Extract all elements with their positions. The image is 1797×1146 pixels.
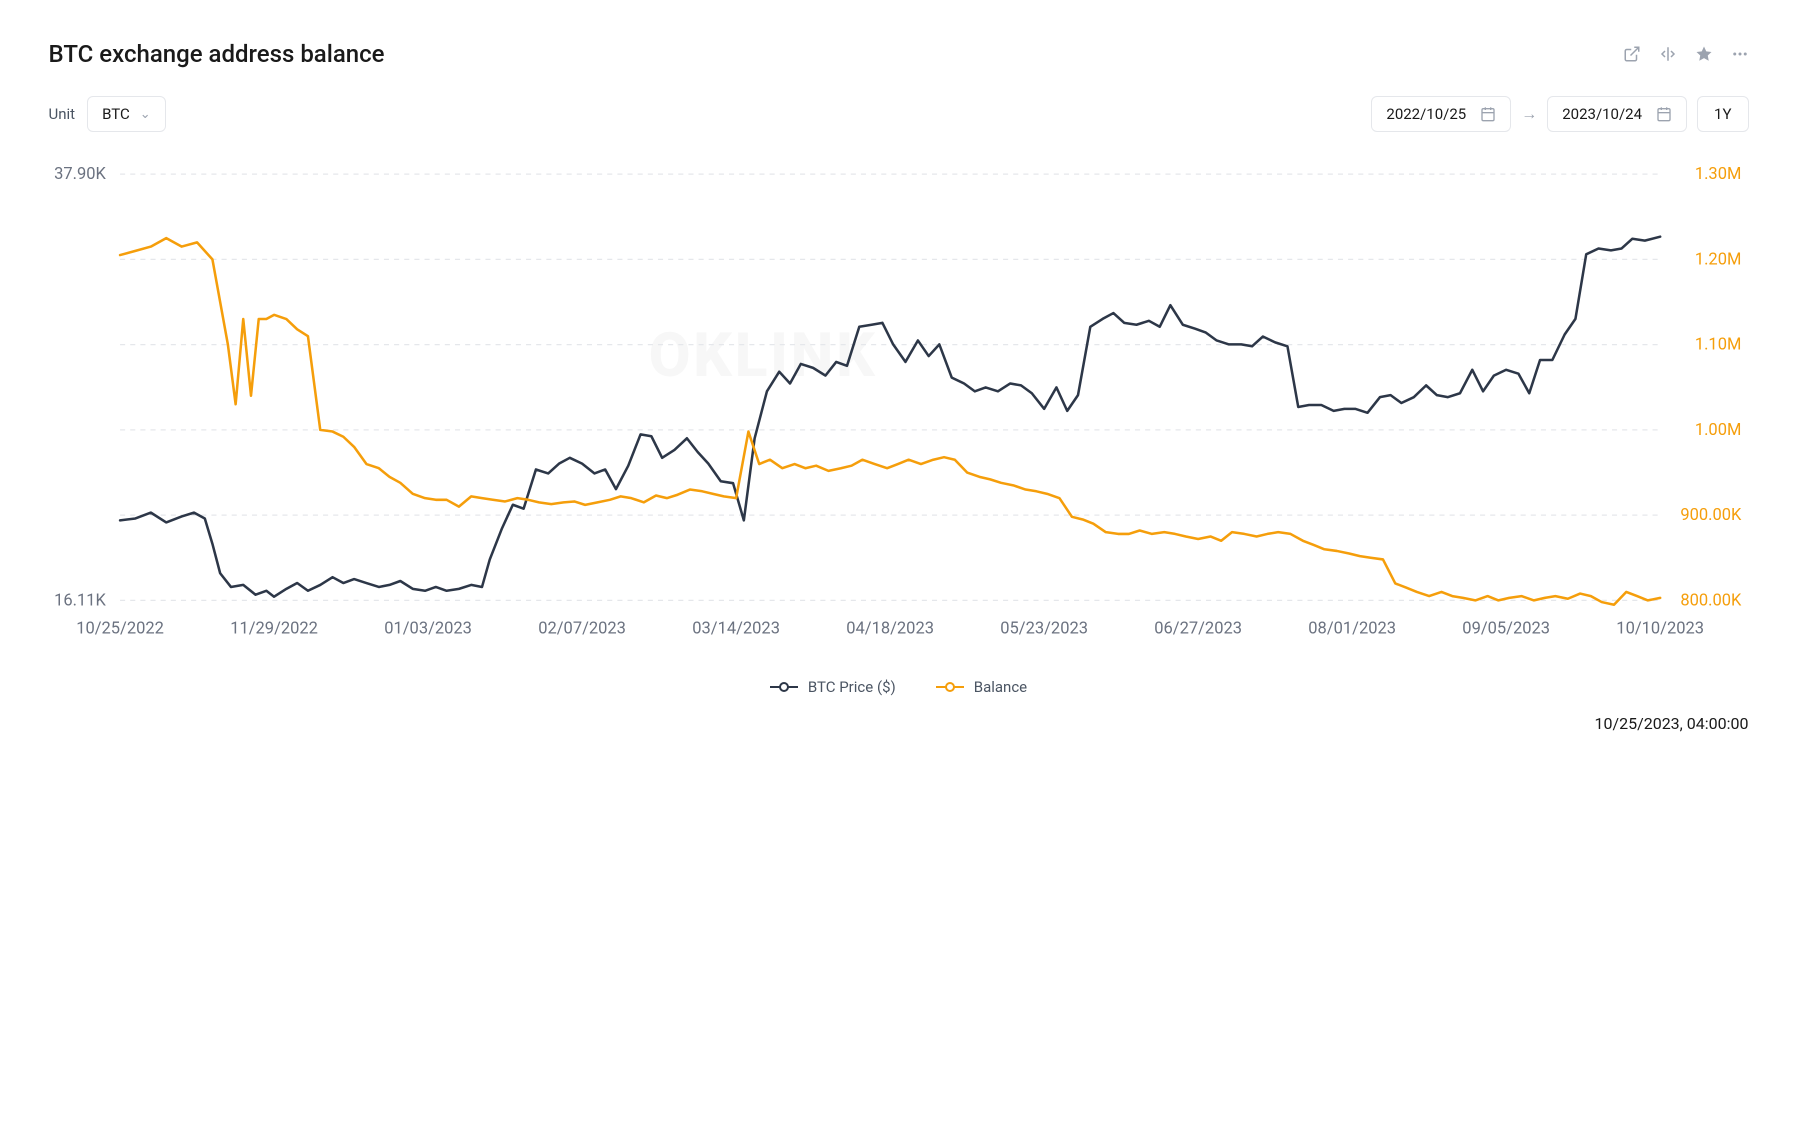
more-icon[interactable] — [1731, 45, 1749, 63]
svg-text:16.11K: 16.11K — [54, 591, 106, 610]
svg-text:06/27/2023: 06/27/2023 — [1154, 619, 1242, 638]
legend-label: BTC Price ($) — [808, 678, 896, 696]
unit-group: Unit BTC ⌄ — [49, 96, 166, 132]
svg-text:02/07/2023: 02/07/2023 — [538, 619, 626, 638]
svg-text:03/14/2023: 03/14/2023 — [692, 619, 780, 638]
legend-marker-icon — [770, 681, 798, 693]
svg-text:37.90K: 37.90K — [54, 165, 106, 184]
page-title: BTC exchange address balance — [49, 40, 385, 68]
svg-text:OKLINK: OKLINK — [648, 320, 877, 391]
legend-item-balance[interactable]: Balance — [936, 678, 1027, 696]
svg-text:1.00M: 1.00M — [1694, 421, 1741, 440]
date-from-value: 2022/10/25 — [1386, 105, 1466, 123]
svg-text:1.20M: 1.20M — [1694, 250, 1741, 269]
legend-item-price[interactable]: BTC Price ($) — [770, 678, 896, 696]
chart-container: OKLINK 1.30M 1.20M 1.10M 1.00M 900.00K 800.00K… — [49, 164, 1749, 646]
range-button[interactable]: 1Y — [1697, 96, 1748, 132]
svg-text:10/25/2022: 10/25/2022 — [76, 619, 164, 638]
unit-label: Unit — [49, 105, 76, 123]
svg-text:800.00K: 800.00K — [1680, 591, 1742, 610]
chart-svg[interactable]: OKLINK 1.30M 1.20M 1.10M 1.00M 900.00K 800.00K… — [49, 164, 1749, 646]
legend-marker-icon — [936, 681, 964, 693]
star-icon[interactable] — [1695, 45, 1713, 63]
timestamp: 10/25/2023, 04:00:00 — [49, 714, 1749, 733]
date-range-group: 2022/10/25 → 2023/10/24 1Y — [1371, 96, 1748, 132]
svg-text:09/05/2023: 09/05/2023 — [1462, 619, 1550, 638]
svg-text:04/18/2023: 04/18/2023 — [846, 619, 934, 638]
svg-text:05/23/2023: 05/23/2023 — [1000, 619, 1088, 638]
arrow-right-icon: → — [1521, 104, 1537, 124]
compare-icon[interactable] — [1659, 45, 1677, 63]
header-row: BTC exchange address balance — [49, 40, 1749, 68]
date-from-picker[interactable]: 2022/10/25 — [1371, 96, 1511, 132]
action-icons — [1623, 45, 1749, 63]
svg-text:1.10M: 1.10M — [1694, 336, 1741, 355]
svg-text:1.30M: 1.30M — [1694, 165, 1741, 184]
chevron-down-icon: ⌄ — [140, 107, 151, 122]
unit-value: BTC — [102, 105, 130, 123]
date-to-picker[interactable]: 2023/10/24 — [1547, 96, 1687, 132]
date-to-value: 2023/10/24 — [1562, 105, 1642, 123]
legend-row: BTC Price ($) Balance — [49, 678, 1749, 696]
unit-select[interactable]: BTC ⌄ — [87, 96, 166, 132]
svg-text:08/01/2023: 08/01/2023 — [1308, 619, 1396, 638]
share-icon[interactable] — [1623, 45, 1641, 63]
svg-text:01/03/2023: 01/03/2023 — [384, 619, 472, 638]
calendar-icon — [1480, 106, 1496, 122]
svg-text:11/29/2022: 11/29/2022 — [230, 619, 318, 638]
svg-text:900.00K: 900.00K — [1680, 506, 1742, 525]
controls-row: Unit BTC ⌄ 2022/10/25 → 2023/10/24 1Y — [49, 96, 1749, 132]
svg-text:10/10/2023: 10/10/2023 — [1616, 619, 1704, 638]
range-label: 1Y — [1714, 105, 1731, 123]
calendar-icon — [1656, 106, 1672, 122]
legend-label: Balance — [974, 678, 1027, 696]
